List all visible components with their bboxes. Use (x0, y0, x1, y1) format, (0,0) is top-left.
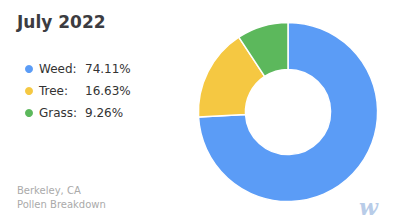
svg-text:Tree:: Tree: (38, 84, 68, 98)
svg-text:74.11%: 74.11% (85, 62, 131, 76)
svg-text:16.63%: 16.63% (85, 84, 131, 98)
svg-text:Grass:: Grass: (39, 106, 77, 120)
svg-text:Berkeley, CA: Berkeley, CA (17, 185, 81, 196)
svg-text:July 2022: July 2022 (16, 12, 106, 32)
svg-text:Weed:: Weed: (39, 62, 77, 76)
svg-text:9.26%: 9.26% (85, 106, 123, 120)
svg-text:w: w (359, 194, 379, 220)
svg-text:Pollen Breakdown: Pollen Breakdown (17, 199, 106, 210)
